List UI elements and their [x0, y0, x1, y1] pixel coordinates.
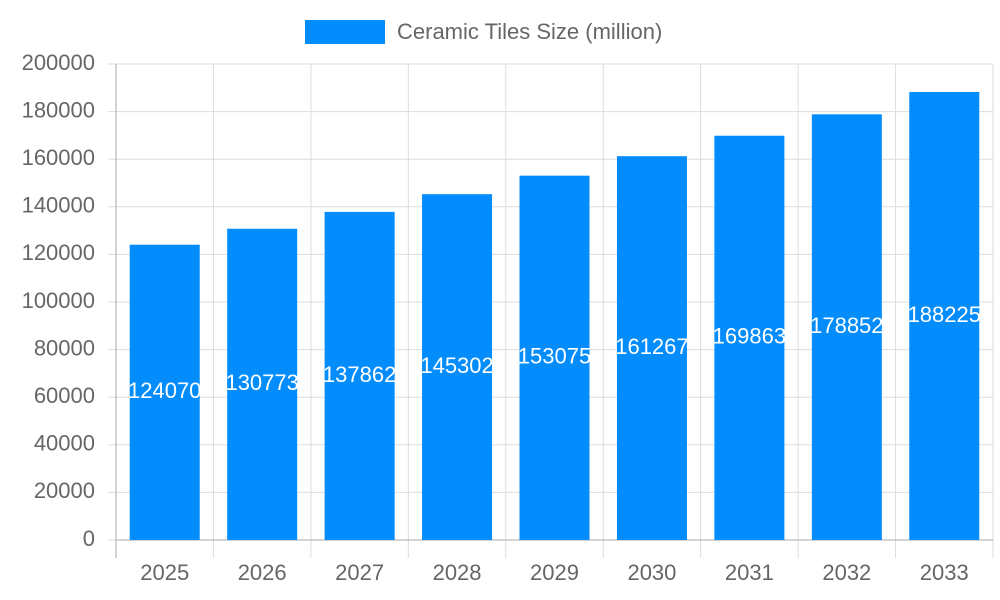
y-tick-label: 40000 — [34, 431, 95, 456]
value-label: 153075 — [518, 344, 591, 369]
x-tick-label: 2029 — [530, 560, 579, 585]
y-tick-label: 180000 — [22, 97, 95, 122]
value-label: 178852 — [810, 313, 883, 338]
value-label: 169863 — [713, 324, 786, 349]
y-tick-label: 120000 — [22, 240, 95, 265]
bar — [616, 156, 687, 540]
bar — [811, 114, 882, 540]
value-label: 137862 — [323, 362, 396, 387]
legend-swatch — [305, 20, 385, 44]
x-tick-label: 2030 — [627, 560, 676, 585]
y-tick-label: 140000 — [22, 193, 95, 218]
value-label: 145302 — [420, 353, 493, 378]
y-tick-label: 80000 — [34, 335, 95, 360]
x-tick-label: 2028 — [433, 560, 482, 585]
bar — [519, 175, 590, 540]
value-label: 130773 — [225, 370, 298, 395]
y-tick-label: 60000 — [34, 383, 95, 408]
x-tick-label: 2025 — [140, 560, 189, 585]
value-label: 124070 — [128, 378, 201, 403]
bar — [714, 135, 785, 540]
y-tick-label: 0 — [83, 526, 95, 551]
bar — [227, 228, 298, 540]
y-tick-label: 100000 — [22, 288, 95, 313]
x-tick-label: 2032 — [822, 560, 871, 585]
legend-label: Ceramic Tiles Size (million) — [397, 19, 662, 44]
x-tick-label: 2031 — [725, 560, 774, 585]
value-label: 161267 — [615, 334, 688, 359]
bar — [324, 211, 395, 541]
bar — [129, 244, 200, 541]
x-tick-label: 2026 — [238, 560, 287, 585]
value-label: 188225 — [908, 302, 981, 327]
y-tick-label: 20000 — [34, 478, 95, 503]
x-tick-label: 2027 — [335, 560, 384, 585]
x-tick-label: 2033 — [920, 560, 969, 585]
bar — [422, 194, 493, 540]
y-tick-label: 200000 — [22, 50, 95, 75]
y-tick-label: 160000 — [22, 145, 95, 170]
bar — [909, 92, 980, 540]
